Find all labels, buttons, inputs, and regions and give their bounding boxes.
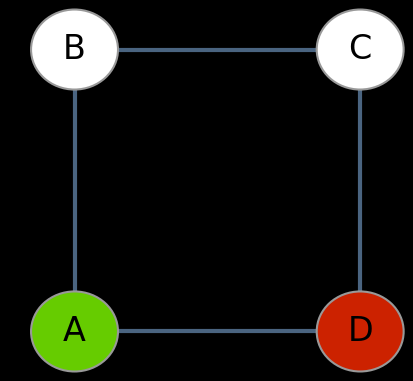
Circle shape xyxy=(31,291,118,371)
Text: D: D xyxy=(347,315,372,348)
Circle shape xyxy=(31,10,118,90)
Text: C: C xyxy=(348,33,371,66)
Circle shape xyxy=(316,291,403,371)
Text: A: A xyxy=(63,315,86,348)
Circle shape xyxy=(316,10,403,90)
Text: B: B xyxy=(63,33,86,66)
